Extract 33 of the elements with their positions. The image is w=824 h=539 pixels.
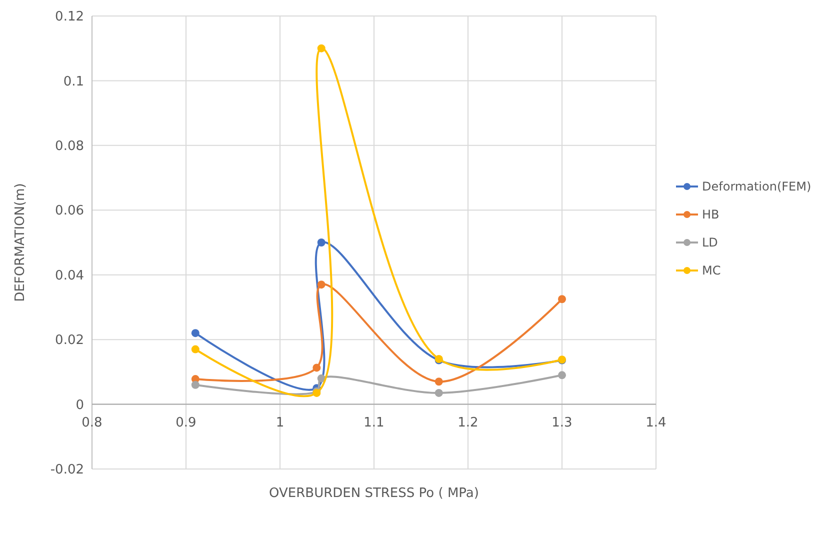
- point: [191, 380, 200, 389]
- x-tick-label: 0.8: [82, 415, 102, 430]
- legend-label: Deformation(FEM): [702, 180, 812, 194]
- point: [434, 388, 443, 397]
- legend-label: MC: [702, 264, 721, 278]
- point: [317, 280, 326, 289]
- x-axis-title: OVERBURDEN STRESS Po ( MPa): [269, 486, 479, 501]
- x-tick-label: 1.1: [364, 415, 384, 430]
- x-tick-label: 0.9: [176, 415, 196, 430]
- y-tick-label: 0.02: [55, 333, 84, 348]
- point: [434, 378, 443, 386]
- y-tick-label: 0: [76, 398, 84, 413]
- point: [558, 295, 566, 304]
- y-tick-label: 0.12: [55, 10, 84, 25]
- legend-label: HB: [702, 208, 720, 222]
- point: [317, 44, 326, 52]
- point: [317, 374, 326, 382]
- y-tick-label: 0.04: [55, 268, 84, 284]
- legend-label: LD: [702, 236, 718, 250]
- x-tick-label: 1.4: [646, 415, 666, 430]
- y-tick-label: -0.02: [50, 462, 84, 478]
- point: [191, 345, 200, 354]
- point: [312, 364, 321, 372]
- point: [558, 371, 566, 380]
- x-tick-label: 1: [276, 415, 284, 430]
- y-tick-label: 0.08: [55, 138, 84, 154]
- y-tick-label: 0.06: [55, 204, 84, 219]
- y-tick-label: 0.1: [63, 74, 84, 90]
- point: [317, 238, 326, 246]
- y-axis-title: DEFORMATION(m): [13, 183, 28, 302]
- x-tick-label: 1.3: [552, 415, 572, 430]
- point: [191, 329, 200, 338]
- x-tick-label: 1.2: [458, 415, 478, 430]
